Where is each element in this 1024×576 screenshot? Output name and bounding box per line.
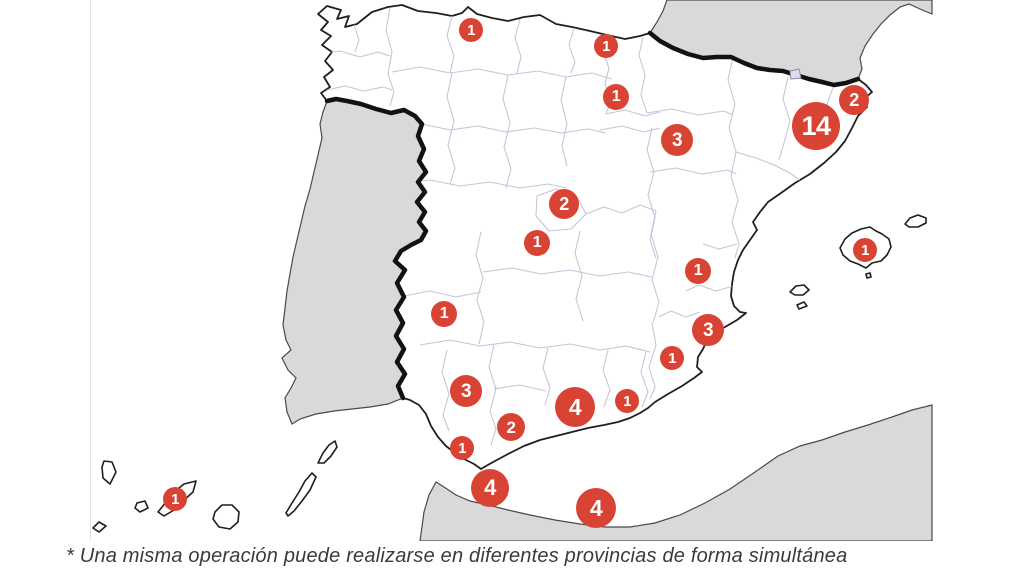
map-marker: 1	[685, 258, 711, 284]
map-marker: 14	[792, 102, 840, 150]
map-marker: 1	[603, 84, 629, 110]
menorca-island	[904, 214, 927, 228]
balearic-islands	[789, 214, 927, 310]
footnote: * Una misma operación puede realizarse e…	[66, 545, 848, 567]
map-marker: 1	[594, 34, 618, 58]
la-palma-island	[101, 460, 117, 485]
map-marker: 1	[450, 436, 474, 460]
map-marker: 3	[661, 124, 693, 156]
ibiza-island	[789, 284, 810, 296]
canary-islands	[92, 440, 338, 533]
africa-landmass	[419, 404, 933, 541]
fuerteventura-island	[285, 472, 317, 517]
map-marker: 1	[524, 230, 550, 256]
map-marker: 4	[555, 387, 595, 427]
cabrera-island	[865, 272, 872, 279]
map-marker: 1	[459, 18, 483, 42]
map-marker: 1	[431, 301, 457, 327]
map-marker: 3	[692, 314, 724, 346]
map-marker: 1	[163, 487, 187, 511]
map-marker: 1	[660, 346, 684, 370]
spain-portugal-border	[324, 96, 429, 401]
province-borders	[319, 5, 835, 446]
map-marker: 3	[450, 375, 482, 407]
map-marker: 2	[839, 85, 869, 115]
map-marker: 2	[497, 413, 525, 441]
lanzarote-island	[317, 440, 338, 464]
andorra	[789, 68, 802, 80]
map-marker: 2	[549, 189, 579, 219]
map-marker: 1	[615, 389, 639, 413]
formentera-island	[796, 301, 808, 310]
la-gomera-island	[134, 500, 149, 513]
map-marker: 4	[576, 488, 616, 528]
gran-canaria-island	[212, 504, 240, 530]
map-marker: 1	[853, 238, 877, 262]
map-marker: 4	[471, 469, 509, 507]
spain-france-border	[647, 30, 861, 88]
el-hierro-island	[92, 521, 107, 533]
